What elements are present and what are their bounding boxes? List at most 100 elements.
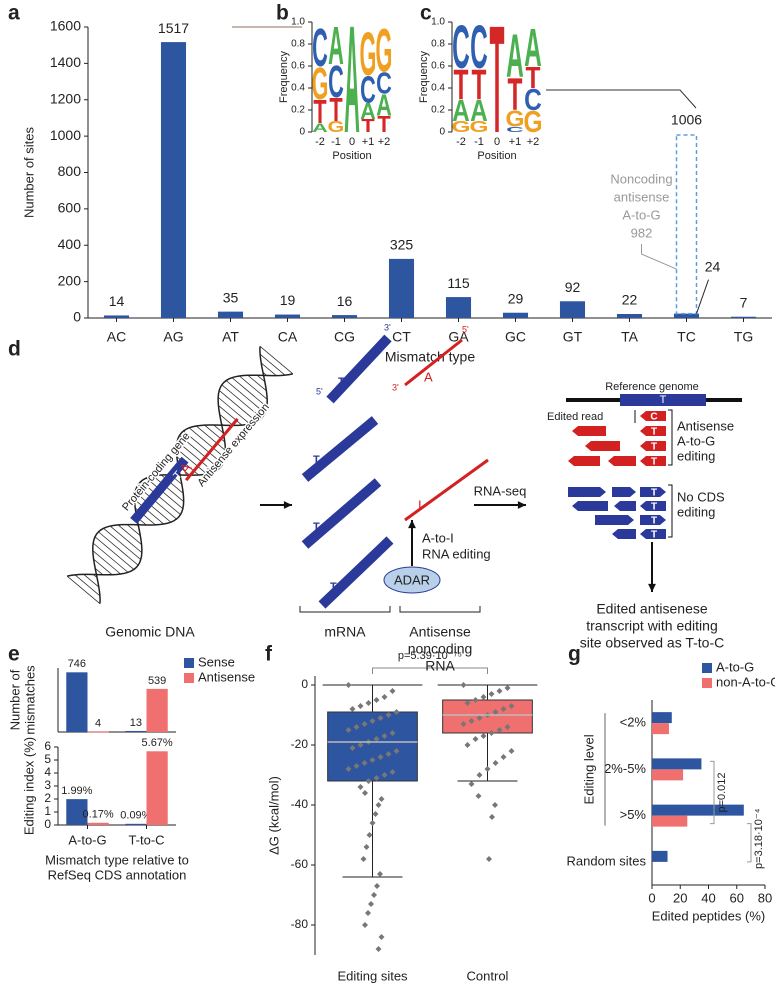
base: T	[651, 502, 657, 513]
y-axis-label: Editing level	[581, 734, 596, 804]
mrna	[318, 536, 394, 609]
panel-label: c	[420, 2, 432, 25]
bar	[388, 258, 415, 318]
logo-letter: T	[526, 60, 541, 94]
base: T	[313, 521, 320, 533]
x-tick-label: CG	[334, 329, 355, 345]
y-tick-label: 600	[58, 200, 82, 216]
point	[375, 946, 382, 952]
y-tick-label: 6	[44, 739, 51, 753]
logo-letter: A	[328, 15, 344, 75]
x-tick-label: 0	[648, 890, 655, 905]
bar	[103, 315, 130, 318]
y-axis-label: Frequency	[418, 51, 430, 103]
bar	[652, 769, 684, 781]
hatch	[179, 435, 220, 469]
x-tick-label: CT	[392, 329, 411, 345]
panel-label: e	[8, 643, 20, 666]
x-tick-label: A-to-G	[68, 832, 106, 847]
reference: Reference genome	[605, 381, 699, 393]
read	[585, 441, 620, 451]
y-tick-label: Random sites	[567, 853, 647, 868]
logo-letter: A	[524, 17, 542, 77]
hatch	[93, 558, 113, 575]
panel-label: g	[568, 643, 581, 666]
x-axis-label: RefSeq CDS annotation	[48, 867, 187, 882]
no-cds: editing	[677, 504, 715, 519]
logo-letter: A	[452, 93, 470, 127]
panel-label: f	[265, 643, 273, 666]
bar	[125, 730, 147, 732]
point	[377, 871, 383, 877]
p-bracket	[372, 667, 488, 674]
value-label: 5.67%	[142, 737, 173, 749]
legend-label: Antisense	[198, 669, 255, 684]
base: T	[651, 427, 657, 438]
read	[640, 501, 666, 511]
hatch	[188, 427, 226, 459]
base: T	[651, 488, 657, 499]
hatch	[92, 550, 121, 575]
read	[595, 515, 634, 525]
y-tick-label: 0.6	[431, 61, 445, 72]
point	[378, 934, 385, 940]
base: A	[424, 369, 433, 384]
hatch	[134, 499, 164, 525]
hatch	[225, 380, 266, 414]
logo-letter: T	[313, 92, 326, 130]
x-tick-label: Editing sites	[337, 968, 408, 983]
point	[369, 757, 376, 763]
bar	[652, 758, 702, 770]
y-tick-label: 1400	[50, 54, 81, 70]
no-cds: No CDS	[677, 489, 725, 504]
bar	[652, 815, 688, 827]
y-tick-label: 1	[44, 804, 51, 818]
bar	[616, 313, 643, 318]
point	[357, 784, 364, 790]
bar	[652, 712, 672, 724]
value-label: 92	[565, 279, 581, 295]
p-bracket	[747, 823, 752, 863]
y-tick-label: 1200	[50, 90, 81, 106]
point	[480, 694, 487, 700]
bracket	[299, 606, 481, 613]
point	[369, 718, 376, 724]
point	[349, 706, 356, 712]
point	[504, 724, 511, 730]
y-tick-label: -20	[291, 737, 309, 751]
point	[374, 883, 380, 889]
arrow-head	[648, 583, 656, 592]
point	[504, 685, 511, 691]
hatch	[136, 485, 177, 520]
hatch	[126, 524, 141, 537]
value-label: 1517	[158, 20, 189, 36]
hatch	[103, 528, 142, 560]
bar	[217, 311, 244, 318]
point	[488, 730, 495, 736]
logo-letter: A	[506, 22, 524, 90]
dna-helix: Protein-coding gene Antisense expressionA…	[66, 346, 294, 604]
read	[608, 456, 636, 466]
point	[362, 922, 368, 928]
point	[508, 748, 515, 754]
y-tick-label: 0.2	[291, 105, 305, 116]
y-tick-label: 200	[58, 272, 82, 288]
annotation-text: Noncoding	[610, 171, 672, 186]
hatch	[247, 375, 267, 392]
logo-letter: T	[490, 0, 505, 166]
value-label: 325	[390, 237, 414, 253]
point	[381, 772, 388, 778]
antisense-rna	[404, 338, 463, 387]
logo-letter: G	[505, 107, 524, 132]
end: 5'	[316, 386, 323, 396]
x-tick-label: AG	[163, 329, 183, 345]
point	[366, 832, 373, 838]
point	[378, 796, 385, 802]
bar	[673, 313, 700, 318]
point	[377, 754, 384, 760]
logo-letter: A	[344, 0, 360, 166]
base: C	[650, 412, 657, 423]
bar	[66, 799, 88, 825]
logo-letter: C	[470, 13, 488, 81]
